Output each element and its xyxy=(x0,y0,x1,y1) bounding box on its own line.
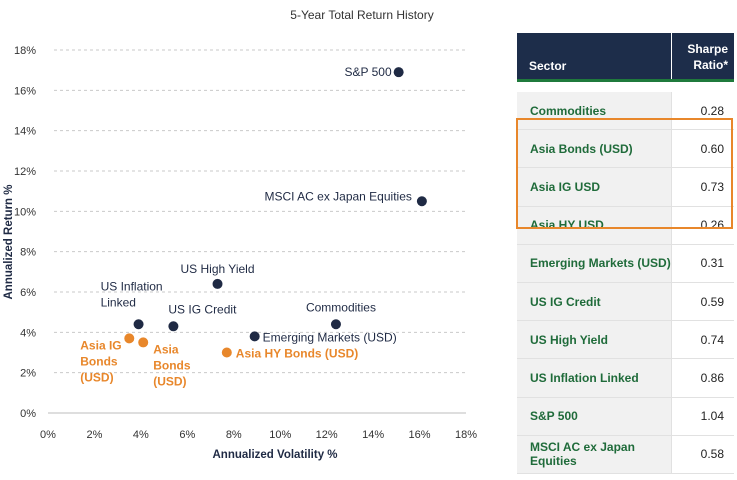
x-tick-label: 10% xyxy=(269,429,291,441)
x-tick-label: 14% xyxy=(362,429,384,441)
point-label: S&P 500 xyxy=(344,65,391,79)
point-label: Emerging Markets (USD) xyxy=(263,330,397,344)
sector-cell: Emerging Markets (USD) xyxy=(517,244,672,283)
header-sharpe-line2: Ratio* xyxy=(693,58,728,72)
sharpe-cell: 0.74 xyxy=(671,320,734,360)
table-row: Commodities 0.28 xyxy=(517,92,734,131)
table-row: MSCI AC ex Japan Equities 0.58 xyxy=(517,435,734,474)
x-tick-label: 12% xyxy=(316,429,338,441)
point-label: US IG Credit xyxy=(168,302,237,316)
x-tick-label: 6% xyxy=(179,429,195,441)
table-body: Commodities 0.28 Asia Bonds (USD) 0.60 Asia … xyxy=(517,80,734,474)
data-point xyxy=(393,67,404,78)
data-point xyxy=(416,196,427,207)
table-row: US High Yield 0.74 xyxy=(517,320,734,360)
point-label: US High Yield xyxy=(180,262,254,276)
data-point xyxy=(249,331,260,342)
header-sharpe-ratio: Sharpe Ratio* xyxy=(671,33,734,82)
data-point xyxy=(133,319,144,330)
scatter-chart: 5-Year Total Return History 0% 2% 4% 6% 8% 10… xyxy=(3,8,477,461)
data-point xyxy=(168,321,179,332)
point-label: US Inflation Linked xyxy=(101,279,163,309)
table-row: US Inflation Linked 0.86 xyxy=(517,358,734,398)
x-tick-label: 8% xyxy=(226,429,242,441)
y-tick-label: 2% xyxy=(20,368,36,380)
data-point xyxy=(212,278,223,289)
data-point xyxy=(138,337,149,348)
grid-lines xyxy=(54,49,466,374)
sector-cell: US High Yield xyxy=(517,320,672,360)
sharpe-cell: 0.73 xyxy=(671,167,734,207)
x-axis-ticks: 0% 2% 4% 6% 8% 10% 12% 14% 16% 18% xyxy=(40,429,477,441)
header-sector: Sector xyxy=(517,33,672,82)
point-label: Asia HY Bonds (USD) xyxy=(236,347,358,361)
sharpe-cell: 0.28 xyxy=(671,92,734,131)
sector-cell: Commodities xyxy=(517,92,672,131)
point-label: Asia IG Bonds (USD) xyxy=(80,338,121,384)
y-tick-label: 16% xyxy=(14,85,36,97)
data-point xyxy=(330,319,341,330)
x-tick-label: 4% xyxy=(133,429,149,441)
header-sharpe-line1: Sharpe xyxy=(687,42,728,56)
y-tick-label: 6% xyxy=(20,287,36,299)
sector-cell: Asia HY USD xyxy=(517,206,672,245)
sector-cell: S&P 500 xyxy=(517,397,672,436)
sharpe-cell: 1.04 xyxy=(671,397,734,436)
x-tick-label: 18% xyxy=(455,429,477,441)
y-tick-label: 8% xyxy=(20,247,36,259)
table-row: Asia HY USD 0.26 xyxy=(517,206,734,245)
point-label: MSCI AC ex Japan Equities xyxy=(264,189,411,203)
y-tick-label: 4% xyxy=(20,327,36,339)
chart-title: 5-Year Total Return History xyxy=(290,8,433,22)
sharpe-cell: 0.31 xyxy=(671,244,734,283)
x-axis-title: Annualized Volatility % xyxy=(212,449,337,461)
sector-cell: MSCI AC ex Japan Equities xyxy=(517,435,672,474)
point-labels: S&P 500 MSCI AC ex Japan Equities US High … xyxy=(80,65,412,388)
point-label: Asia Bonds (USD) xyxy=(153,342,191,388)
table-row: Asia Bonds (USD) 0.60 xyxy=(517,129,734,169)
sharpe-ratio-table: Sector Sharpe Ratio* Commodities 0.28 Asia… xyxy=(517,33,734,474)
sector-cell: Asia Bonds (USD) xyxy=(517,129,672,169)
data-point xyxy=(221,347,232,358)
sharpe-cell: 0.59 xyxy=(671,282,734,322)
x-tick-label: 0% xyxy=(40,429,56,441)
sharpe-cell: 0.58 xyxy=(671,435,734,474)
sector-cell: US IG Credit xyxy=(517,282,672,322)
table-row: Emerging Markets (USD) 0.31 xyxy=(517,244,734,283)
data-point xyxy=(124,333,135,344)
data-points xyxy=(124,67,427,358)
y-tick-label: 12% xyxy=(14,166,36,178)
y-axis-ticks: 0% 2% 4% 6% 8% 10% 12% 14% 16% 18% xyxy=(14,45,36,420)
x-tick-label: 16% xyxy=(409,429,431,441)
table-row: US IG Credit 0.59 xyxy=(517,282,734,322)
x-tick-label: 2% xyxy=(86,429,102,441)
table-row: Asia IG USD 0.73 xyxy=(517,167,734,207)
table-header-row: Sector Sharpe Ratio* xyxy=(517,33,734,82)
y-tick-label: 14% xyxy=(14,126,36,138)
y-tick-label: 10% xyxy=(14,206,36,218)
sharpe-cell: 0.86 xyxy=(671,358,734,398)
point-label: Commodities xyxy=(306,300,376,314)
sector-cell: Asia IG USD xyxy=(517,167,672,207)
sharpe-cell: 0.26 xyxy=(671,206,734,245)
table-row: S&P 500 1.04 xyxy=(517,397,734,436)
sector-cell: US Inflation Linked xyxy=(517,358,672,398)
y-axis-title: Annualized Return % xyxy=(3,184,15,299)
sharpe-cell: 0.60 xyxy=(671,129,734,169)
y-tick-label: 18% xyxy=(14,45,36,57)
y-tick-label: 0% xyxy=(20,408,36,420)
